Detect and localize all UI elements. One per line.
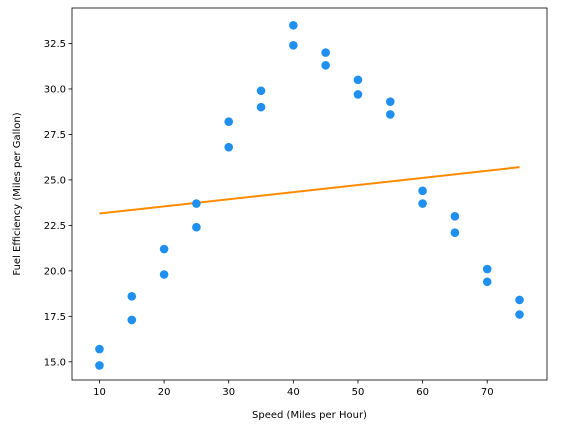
- data-point: [482, 277, 492, 287]
- data-point: [289, 20, 298, 30]
- data-point: [450, 228, 460, 237]
- x-tick-label: 70: [481, 387, 494, 398]
- data-point: [256, 86, 266, 96]
- x-tick-label: 40: [287, 387, 300, 398]
- data-point: [385, 97, 395, 106]
- y-tick-label: 17.5: [44, 312, 66, 323]
- y-tick-label: 20.0: [44, 266, 66, 277]
- data-point: [95, 361, 104, 370]
- x-tick-label: 20: [158, 387, 171, 398]
- data-point: [224, 117, 234, 126]
- data-point: [418, 186, 427, 196]
- plot-area: [95, 20, 524, 370]
- x-tick-label: 30: [222, 387, 235, 398]
- axes-frame: [71, 7, 548, 381]
- data-point: [321, 61, 330, 70]
- data-point: [127, 315, 137, 325]
- data-point: [159, 244, 169, 254]
- data-point: [127, 292, 137, 301]
- y-axis-label: Fuel Efficiency (Miles per Gallon): [12, 112, 23, 275]
- data-point: [192, 199, 201, 208]
- data-point: [289, 40, 298, 50]
- data-point: [450, 211, 460, 221]
- data-point: [192, 222, 201, 232]
- y-tick-label: 30.0: [44, 84, 66, 95]
- axes: 10 20 30 40 50 60 70 15.0 17.5 20.0 22.5 25.0 27.5 30…: [44, 7, 548, 398]
- y-tick-label: 22.5: [44, 221, 66, 232]
- data-point: [515, 310, 524, 319]
- x-tick-label: 50: [352, 387, 365, 398]
- y-tick-label: 27.5: [44, 130, 66, 141]
- data-point: [256, 102, 266, 112]
- data-point: [353, 75, 363, 85]
- data-point: [353, 90, 363, 99]
- data-point: [482, 264, 492, 274]
- y-tick-label: 25.0: [44, 175, 66, 186]
- data-point: [418, 199, 427, 208]
- data-point: [224, 142, 234, 152]
- x-tick-label: 60: [416, 387, 429, 398]
- y-tick-label: 15.0: [44, 357, 66, 368]
- y-tick-label: 32.5: [44, 39, 66, 50]
- x-tick-label: 10: [93, 387, 106, 398]
- x-axis-label: Speed (Miles per Hour): [252, 410, 367, 421]
- data-point: [385, 110, 395, 119]
- data-point: [159, 270, 169, 279]
- data-point: [515, 295, 524, 305]
- data-point: [95, 344, 104, 354]
- data-point: [321, 48, 330, 57]
- trend-line: [99, 166, 520, 215]
